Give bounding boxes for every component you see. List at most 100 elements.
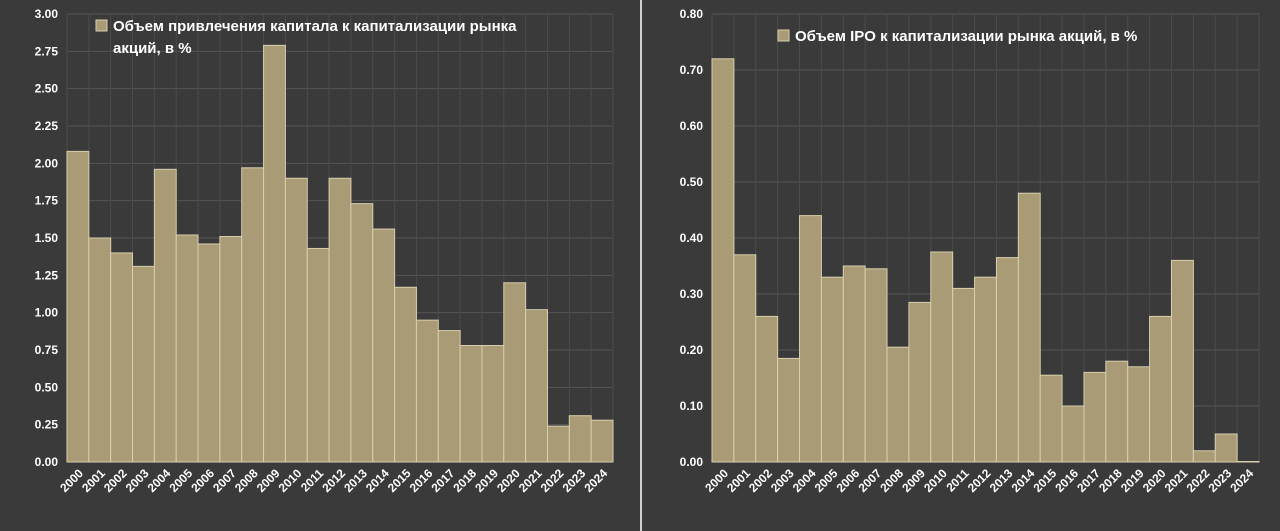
bar-2013 xyxy=(995,257,1019,463)
bar-2009 xyxy=(263,44,286,463)
legend-swatch xyxy=(777,29,790,42)
x-tick-label-2024: 2024 xyxy=(581,466,610,495)
x-tick-label-2014: 2014 xyxy=(1009,466,1038,495)
y-tick-label: 0.30 xyxy=(680,287,704,301)
bar-2003 xyxy=(132,265,155,463)
x-tick-label-2019: 2019 xyxy=(1118,466,1147,495)
x-tick-label-2003: 2003 xyxy=(768,466,797,495)
y-tick-label: 0.40 xyxy=(680,231,704,245)
x-tick-label-2013: 2013 xyxy=(341,466,370,495)
x-tick-label-2017: 2017 xyxy=(1074,466,1103,495)
bar-2023 xyxy=(568,415,592,463)
bar-2021 xyxy=(525,309,548,463)
x-tick-label-2020: 2020 xyxy=(494,466,523,495)
y-tick-label: 1.50 xyxy=(35,231,59,245)
y-tick-label: 0.80 xyxy=(680,7,704,21)
x-tick-label-2023: 2023 xyxy=(560,466,589,495)
capital-raising-bar-chart: 0.00 0.25 0.50 0.75 1.00 1.25 1.50 1.75 2.00 2.25… xyxy=(35,7,614,495)
bar-2012 xyxy=(328,177,352,463)
x-tick-label-2003: 2003 xyxy=(123,466,152,495)
y-tick-label: 0.25 xyxy=(35,418,59,432)
bar-2015 xyxy=(1039,374,1063,463)
x-tick-label-2004: 2004 xyxy=(145,466,174,495)
x-tick-label-2014: 2014 xyxy=(363,466,392,495)
bar-2020 xyxy=(1149,315,1172,463)
bar-2021 xyxy=(1170,259,1194,463)
bar-2007 xyxy=(219,236,243,463)
bar-2018 xyxy=(459,345,483,463)
y-tick-label: 0.00 xyxy=(680,455,704,469)
bar-2006 xyxy=(197,243,221,463)
x-tick-label-2001: 2001 xyxy=(724,466,753,495)
y-tick-label: 0.10 xyxy=(680,399,704,413)
x-tick-label-2002: 2002 xyxy=(101,466,130,495)
x-tick-label-2002: 2002 xyxy=(746,466,775,495)
x-tick-label-2016: 2016 xyxy=(1052,466,1081,495)
bar-2005 xyxy=(820,276,844,463)
x-tick-label-2015: 2015 xyxy=(1030,466,1059,495)
legend-text: Объем IPO к капитализации рынка акций, в… xyxy=(795,28,1137,45)
bar-2013 xyxy=(350,203,374,463)
bar-2010 xyxy=(930,251,954,463)
bar-2010 xyxy=(284,177,308,463)
legend-swatch xyxy=(95,19,108,32)
bar-2018 xyxy=(1105,360,1129,463)
bar-2006 xyxy=(842,265,866,463)
bar-2011 xyxy=(952,287,976,463)
y-tick-label: 2.75 xyxy=(35,44,59,58)
y-tick-label: 1.75 xyxy=(35,194,59,208)
bar-2008 xyxy=(241,167,265,463)
bar-2023 xyxy=(1214,433,1238,463)
y-tick-label: 0.60 xyxy=(680,119,704,133)
bar-2014 xyxy=(372,228,396,463)
x-tick-label-2007: 2007 xyxy=(855,466,884,495)
x-tick-label-2020: 2020 xyxy=(1140,466,1169,495)
bar-2004 xyxy=(799,215,822,463)
y-tick-label: 0.75 xyxy=(35,343,59,357)
bar-2015 xyxy=(394,286,417,463)
bar-2009 xyxy=(908,301,932,463)
bar-2019 xyxy=(1127,366,1151,463)
bar-2005 xyxy=(175,234,199,463)
bar-2000 xyxy=(66,150,90,463)
bar-2000 xyxy=(711,58,735,463)
x-tick-label-2024: 2024 xyxy=(1227,466,1256,495)
x-tick-label-2019: 2019 xyxy=(472,466,501,495)
x-tick-label-2008: 2008 xyxy=(232,466,261,495)
bar-2002 xyxy=(755,315,779,463)
x-tick-label-2021: 2021 xyxy=(1162,466,1191,495)
x-tick-label-2004: 2004 xyxy=(790,466,819,495)
y-tick-label: 1.00 xyxy=(35,306,59,320)
x-tick-label-2006: 2006 xyxy=(834,466,863,495)
bar-2014 xyxy=(1017,192,1041,463)
bar-2022 xyxy=(1192,450,1216,463)
x-tick-label-2015: 2015 xyxy=(385,466,414,495)
bar-2019 xyxy=(481,345,505,463)
x-tick-label-2012: 2012 xyxy=(965,466,994,495)
x-tick-label-2011: 2011 xyxy=(298,466,327,495)
x-tick-label-2017: 2017 xyxy=(429,466,458,495)
y-tick-label: 3.00 xyxy=(35,7,59,21)
bar-2024 xyxy=(1236,461,1260,463)
y-tick-label: 0.50 xyxy=(35,380,59,394)
y-tick-label: 0.70 xyxy=(680,63,704,77)
bar-2016 xyxy=(415,319,439,463)
legend-text: Объем привлечения капитала к капитализац… xyxy=(113,18,517,35)
bar-2002 xyxy=(110,252,134,463)
x-tick-label-2006: 2006 xyxy=(188,466,217,495)
x-tick-label-2010: 2010 xyxy=(921,466,950,495)
x-tick-label-2010: 2010 xyxy=(276,466,305,495)
panel-divider xyxy=(640,0,642,531)
bar-2017 xyxy=(437,330,461,463)
x-tick-label-2023: 2023 xyxy=(1206,466,1235,495)
bar-2012 xyxy=(974,276,997,463)
bar-2022 xyxy=(546,425,570,463)
bar-2004 xyxy=(153,168,177,463)
x-tick-label-2009: 2009 xyxy=(254,466,283,495)
ipo-chart-panel: 0.00 0.10 0.20 0.30 0.40 0.50 0.60 0.70 0.80 2000… xyxy=(642,0,1280,531)
x-tick-label-2001: 2001 xyxy=(79,466,108,495)
y-tick-label: 0.20 xyxy=(680,343,704,357)
x-tick-label-2022: 2022 xyxy=(538,466,567,495)
y-tick-label: 2.00 xyxy=(35,156,59,170)
